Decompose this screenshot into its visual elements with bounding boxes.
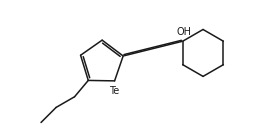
- Text: Te: Te: [110, 86, 120, 96]
- Text: OH: OH: [176, 27, 191, 37]
